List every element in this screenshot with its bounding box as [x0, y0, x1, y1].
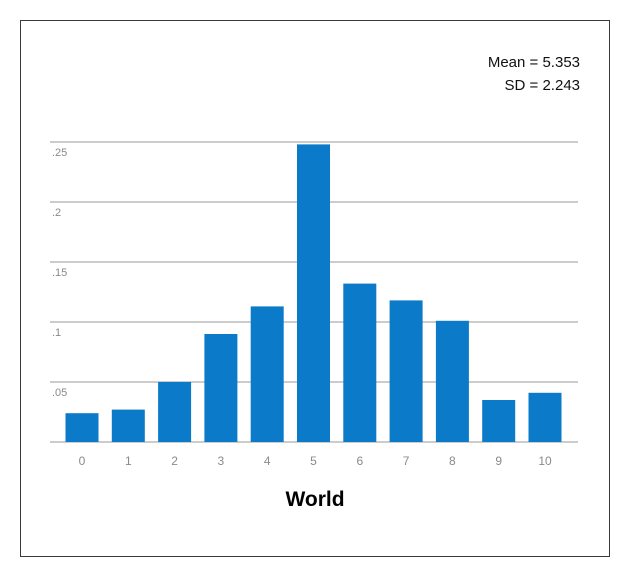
x-tick-label: 5: [310, 454, 317, 468]
x-tick-label: 4: [264, 454, 271, 468]
y-tick-label: .25: [52, 147, 67, 159]
bar-10: [528, 392, 562, 442]
x-tick-label: 3: [218, 454, 225, 468]
chart-title: World: [285, 488, 344, 511]
bar-9: [482, 400, 516, 442]
x-tick-label: 1: [125, 454, 132, 468]
x-tick-label: 6: [356, 454, 363, 468]
x-tick-label: 7: [403, 454, 410, 468]
sd-annotation: SD = 2.243: [505, 77, 580, 94]
x-axis-ticks: 0 1 2 3 4 5 6 7 8 9 10: [79, 454, 552, 468]
mean-annotation: Mean = 5.353: [488, 54, 580, 71]
bar-1: [111, 409, 145, 442]
x-tick-label: 10: [538, 454, 552, 468]
x-tick-label: 2: [171, 454, 178, 468]
bars: [65, 144, 562, 442]
bar-0: [65, 413, 99, 442]
x-tick-label: 9: [495, 454, 502, 468]
bar-5: [297, 144, 330, 442]
bar-3: [204, 334, 238, 442]
bar-2: [158, 382, 192, 442]
x-tick-label: 0: [79, 454, 86, 468]
bar-7: [389, 300, 423, 442]
bar-8: [435, 320, 469, 442]
y-tick-label: .15: [52, 267, 67, 279]
y-tick-label: .2: [52, 207, 61, 219]
y-axis-ticks: .05 .1 .15 .2 .25: [52, 147, 67, 399]
bar-4: [250, 306, 284, 442]
bar-6: [343, 283, 377, 442]
y-tick-label: .1: [52, 327, 61, 339]
y-tick-label: .05: [52, 387, 67, 399]
x-tick-label: 8: [449, 454, 456, 468]
